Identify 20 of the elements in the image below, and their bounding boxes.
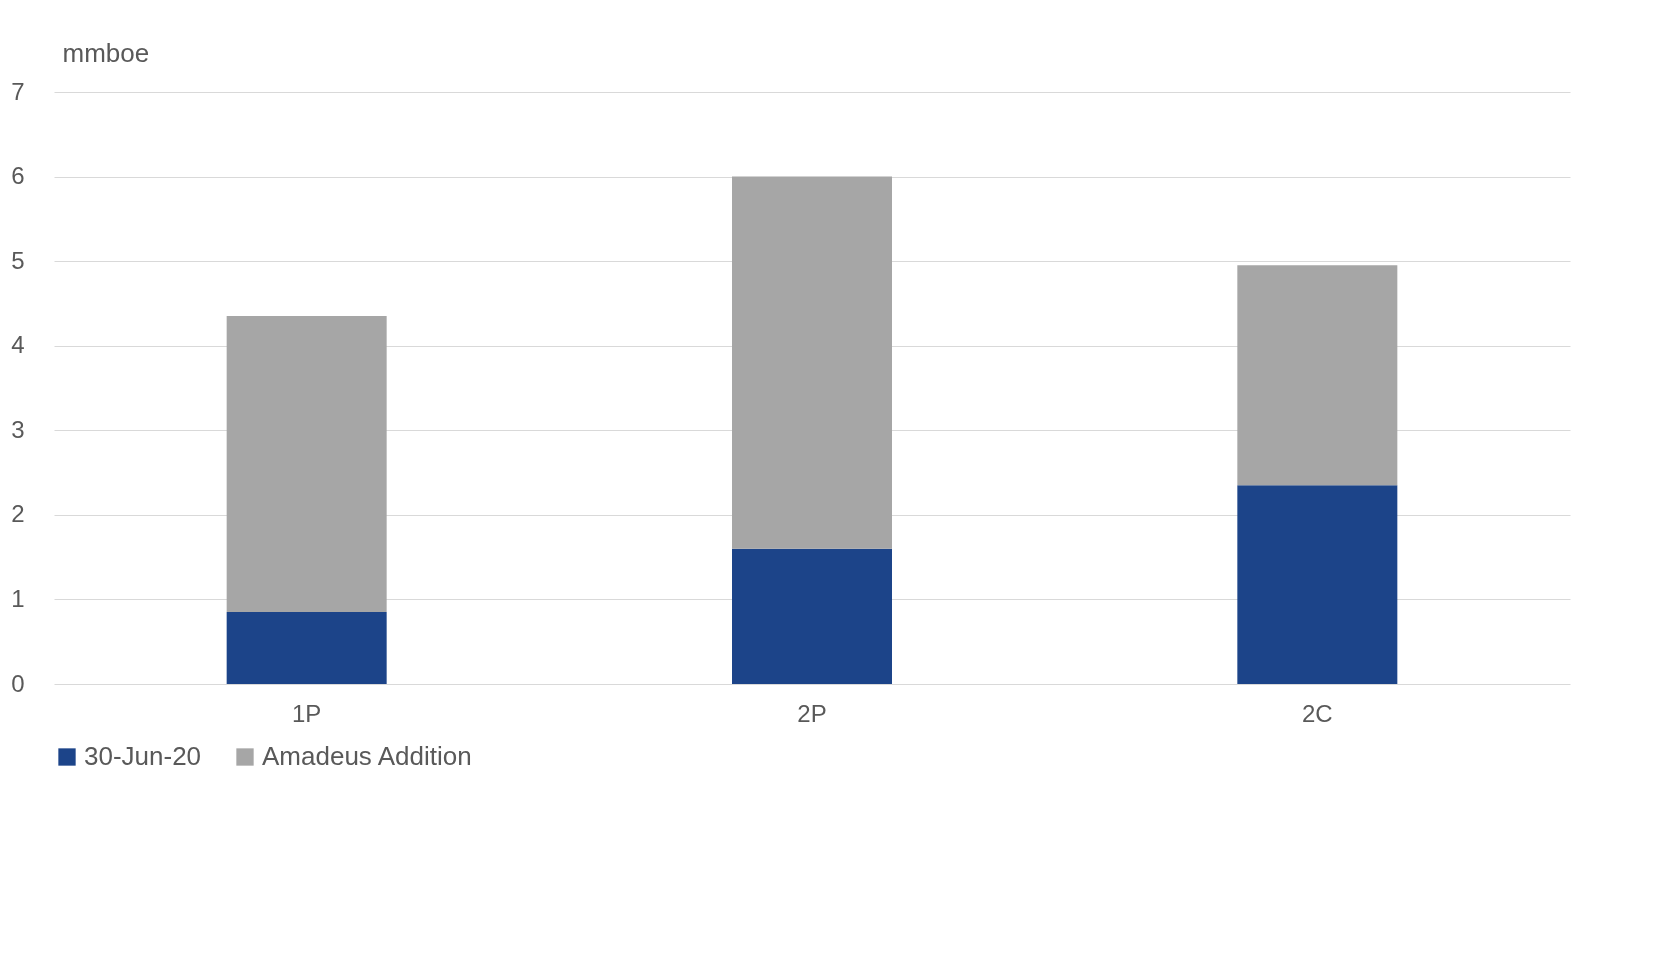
legend-label: 30-Jun-20 <box>84 741 202 771</box>
x-tick-label: 2C <box>1301 699 1333 727</box>
bar <box>1237 265 1398 486</box>
y-tick-label: 6 <box>11 162 25 190</box>
bar <box>1237 485 1398 684</box>
bar <box>732 548 892 684</box>
y-tick-label: 4 <box>11 331 25 359</box>
bar <box>732 176 892 549</box>
bar <box>226 316 387 613</box>
y-tick-label: 1 <box>11 584 25 612</box>
bar <box>226 612 387 684</box>
x-tick-label: 2P <box>797 699 827 727</box>
x-tick-label: 1P <box>291 699 322 727</box>
y-tick-label: 5 <box>11 246 25 274</box>
y-axis-title: mmboe <box>62 37 150 68</box>
y-tick-label: 3 <box>11 415 25 443</box>
y-tick-label: 0 <box>11 669 25 697</box>
legend-label: Amadeus Addition <box>262 741 472 771</box>
y-tick-label: 2 <box>11 500 25 528</box>
y-tick-label: 7 <box>11 77 25 105</box>
